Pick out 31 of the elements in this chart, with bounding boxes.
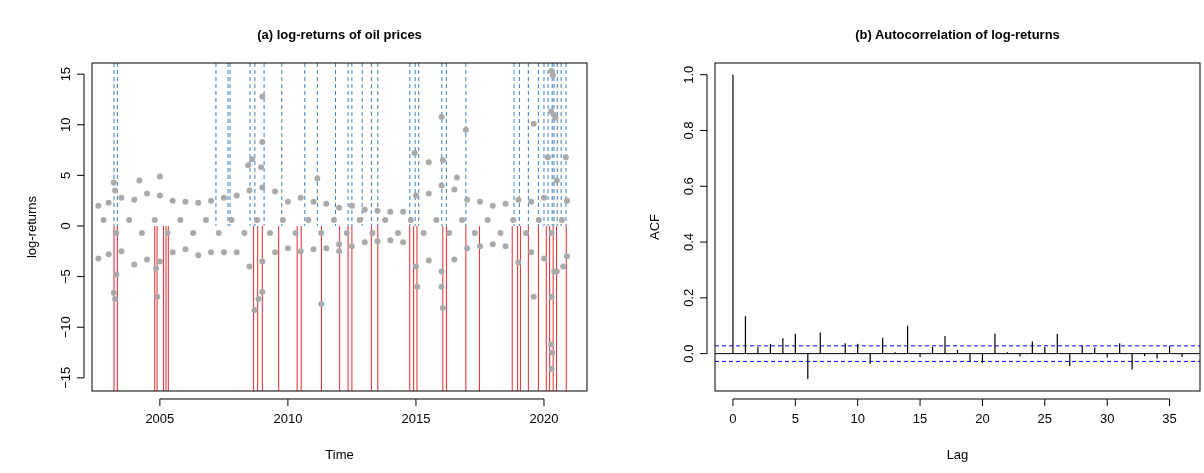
y-tick-label: −10 bbox=[58, 316, 73, 339]
x-tick-label: 30 bbox=[1099, 411, 1115, 426]
y-tick-label: 0 bbox=[58, 222, 73, 230]
x-tick-label: 2020 bbox=[529, 411, 559, 426]
chart-title: (b) Autocorrelation of log-returns bbox=[855, 27, 1060, 42]
y-axis-title: ACF bbox=[647, 213, 662, 240]
x-tick-label: 5 bbox=[791, 411, 799, 426]
y-tick-label: 15 bbox=[58, 66, 73, 82]
y-tick-label: 10 bbox=[58, 117, 73, 132]
y-tick-label: 1.0 bbox=[681, 65, 696, 84]
x-tick-label: 15 bbox=[912, 411, 928, 426]
x-tick-label: 10 bbox=[850, 411, 865, 426]
x-tick-label: 25 bbox=[1037, 411, 1053, 426]
x-tick-label: 2015 bbox=[401, 411, 431, 426]
y-tick-label: 0.4 bbox=[681, 233, 696, 252]
chart-title: (a) log-returns of oil prices bbox=[257, 27, 422, 42]
y-tick-label: 5 bbox=[58, 171, 73, 179]
y-tick-label: 0.0 bbox=[681, 344, 696, 363]
y-tick-label: 0.8 bbox=[681, 121, 696, 140]
x-tick-label: 35 bbox=[1162, 411, 1177, 426]
y-axis-title: log-returns bbox=[24, 195, 39, 259]
y-tick-label: −15 bbox=[58, 366, 73, 389]
x-axis-title: Lag bbox=[946, 447, 969, 462]
x-tick-label: 0 bbox=[729, 411, 737, 426]
x-axis-title: Time bbox=[325, 447, 354, 462]
y-tick-label: −5 bbox=[58, 269, 73, 285]
x-tick-label: 2010 bbox=[273, 411, 303, 426]
x-tick-label: 2005 bbox=[145, 411, 175, 426]
y-tick-label: 0.6 bbox=[681, 177, 696, 196]
y-tick-label: 0.2 bbox=[681, 288, 696, 307]
x-tick-label: 20 bbox=[975, 411, 990, 426]
